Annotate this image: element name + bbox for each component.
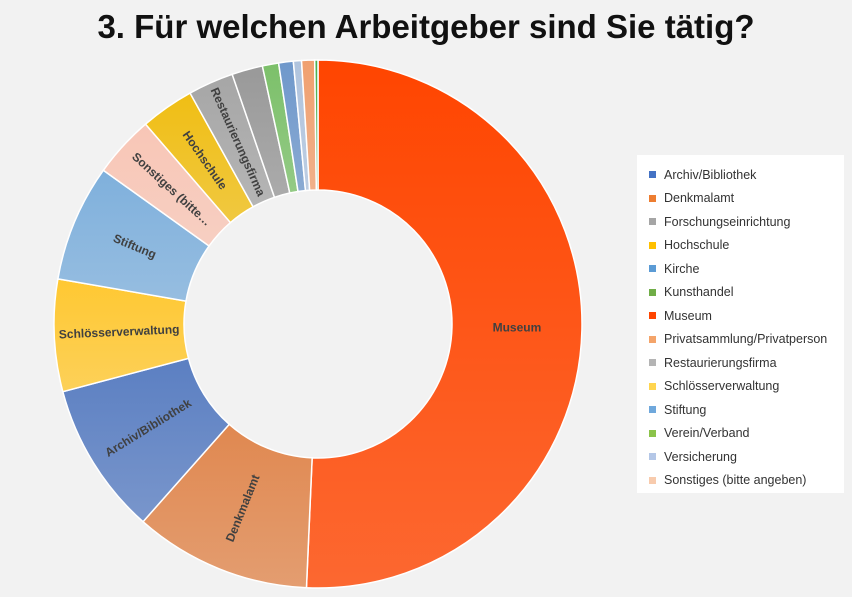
legend-item: Verein/Verband xyxy=(649,422,844,446)
legend-item: Forschungseinrichtung xyxy=(649,210,844,234)
legend-label: Stiftung xyxy=(664,402,707,417)
legend-swatch xyxy=(649,241,656,249)
chart-legend: Archiv/Bibliothek Denkmalamt Forschungsein… xyxy=(637,155,844,493)
legend-item: Stiftung xyxy=(649,398,844,422)
slice-label-museum: Museum xyxy=(493,321,542,335)
legend-label: Restaurierungsfirma xyxy=(664,355,777,370)
legend-swatch xyxy=(649,429,656,437)
legend-swatch xyxy=(649,171,656,179)
legend-swatch xyxy=(649,194,656,202)
legend-item: Privatsammlung/Privatperson xyxy=(649,328,844,352)
legend-item: Museum xyxy=(649,304,844,328)
legend-label: Versicherung xyxy=(664,449,737,464)
slice-kunsthandel xyxy=(313,59,319,191)
legend-label: Museum xyxy=(664,308,712,323)
legend-swatch xyxy=(649,359,656,367)
legend-label: Hochschule xyxy=(664,238,730,253)
legend-label: Kunsthandel xyxy=(664,285,734,300)
legend-label: Denkmalamt xyxy=(664,191,735,206)
legend-label: Archiv/Bibliothek xyxy=(664,167,757,182)
slice-museum xyxy=(305,59,583,589)
legend-label: Verein/Verband xyxy=(664,426,750,441)
legend-swatch xyxy=(649,288,656,296)
legend-item: Schlösserverwaltung xyxy=(649,375,844,399)
legend-item: Hochschule xyxy=(649,234,844,258)
legend-item: Restaurierungsfirma xyxy=(649,351,844,375)
legend-swatch xyxy=(649,476,656,484)
legend-swatch xyxy=(649,265,656,273)
legend-swatch xyxy=(649,218,656,226)
legend-item: Kunsthandel xyxy=(649,281,844,305)
legend-item: Versicherung xyxy=(649,445,844,469)
legend-label: Forschungseinrichtung xyxy=(664,214,791,229)
legend-swatch xyxy=(649,335,656,343)
chart-title: 3. Für welchen Arbeitgeber sind Sie täti… xyxy=(97,8,755,45)
legend-label: Sonstiges (bitte angeben) xyxy=(664,473,807,488)
legend-item: Sonstiges (bitte angeben) xyxy=(649,469,844,493)
legend-item: Denkmalamt xyxy=(649,187,844,211)
slice-label-schlösserverwaltung: Schlösserverwaltung xyxy=(59,322,180,341)
legend-swatch xyxy=(649,453,656,461)
legend-item: Kirche xyxy=(649,257,844,281)
legend-label: Privatsammlung/Privatperson xyxy=(664,332,828,347)
legend-swatch xyxy=(649,312,656,320)
legend-swatch xyxy=(649,382,656,390)
legend-label: Kirche xyxy=(664,261,700,276)
legend-label: Schlösserverwaltung xyxy=(664,379,780,394)
legend-item: Archiv/Bibliothek xyxy=(649,163,844,187)
legend-swatch xyxy=(649,406,656,414)
